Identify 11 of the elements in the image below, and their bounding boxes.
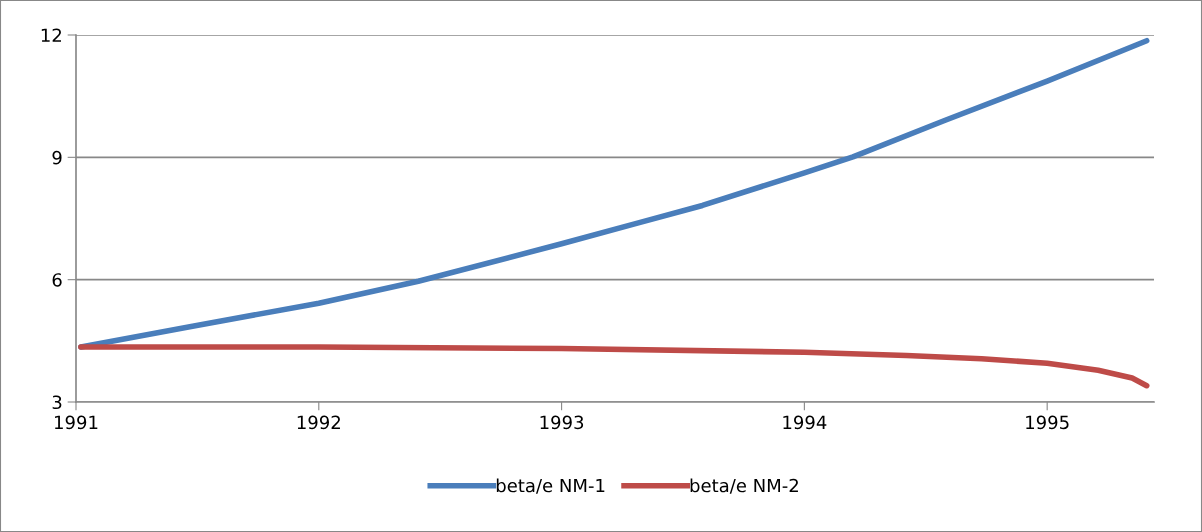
x-tick-label: 1992 <box>297 415 340 430</box>
x-tick-label: 1991 <box>55 415 98 430</box>
x-tick-label: 1994 <box>783 415 827 430</box>
legend-label: beta/e NM-1 <box>496 478 605 494</box>
legend-label: beta/e NM-2 <box>690 478 798 494</box>
y-tick-label: 6 <box>52 273 62 287</box>
x-tick-label: 1995 <box>1026 415 1069 430</box>
y-tick-label: 12 <box>41 28 61 42</box>
x-tick-label: 1993 <box>540 415 584 430</box>
y-tick-label: 3 <box>52 395 62 410</box>
y-tick-label: 9 <box>52 150 62 165</box>
